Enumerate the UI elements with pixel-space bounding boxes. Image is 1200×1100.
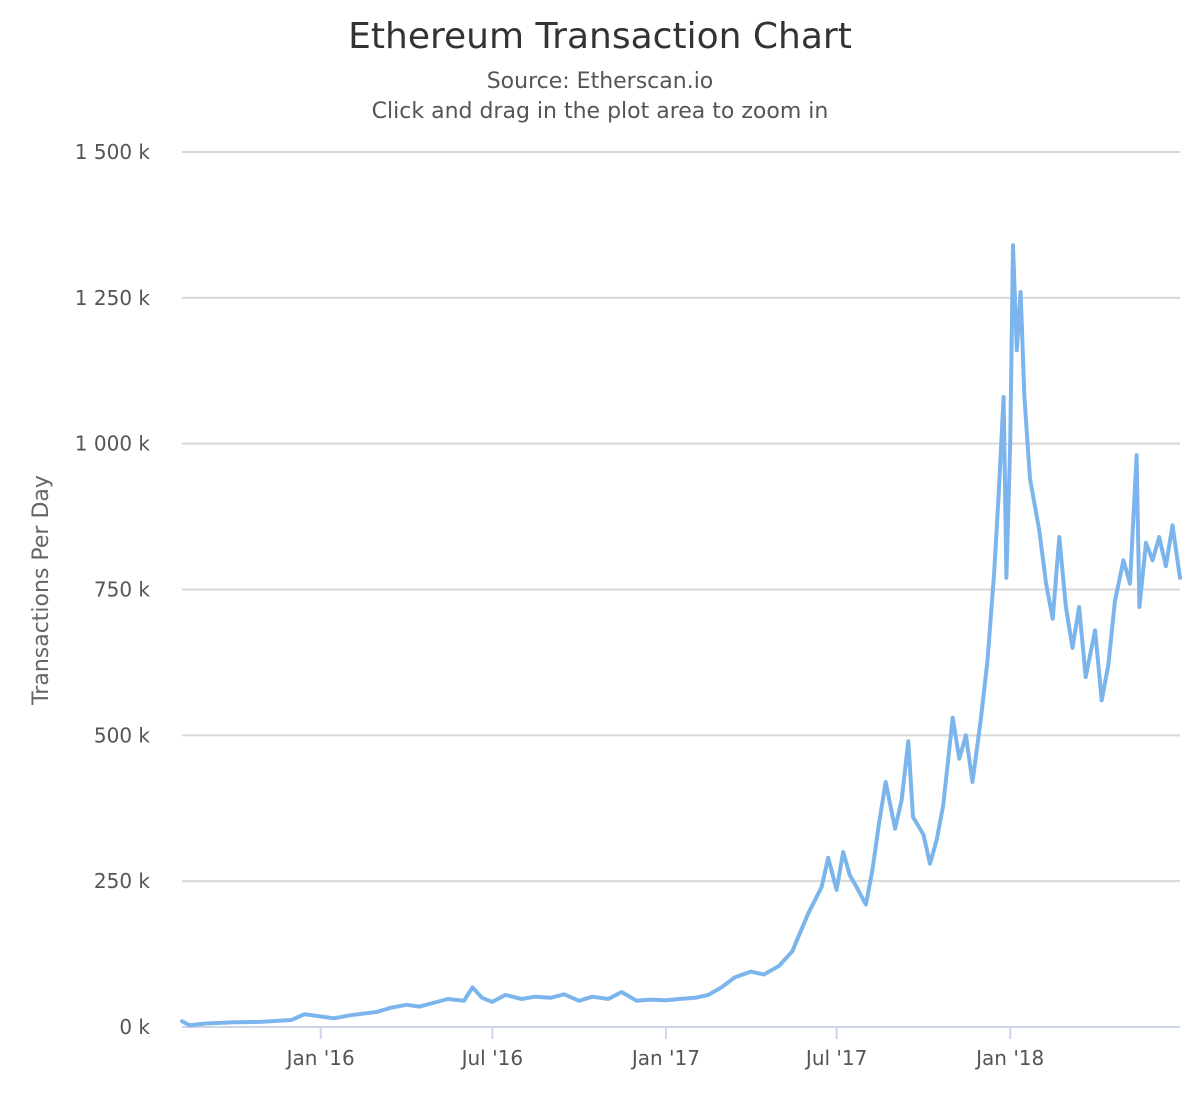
- chart-subtitle-hint: Click and drag in the plot area to zoom …: [372, 99, 829, 124]
- y-tick-label-5: 1 250 k: [75, 286, 151, 310]
- chart-title: Ethereum Transaction Chart: [348, 16, 852, 57]
- y-axis-title: Transactions Per Day: [29, 475, 54, 706]
- y-tick-label-0: 0 k: [119, 1015, 150, 1039]
- x-tick-label-4: Jan '18: [974, 1046, 1044, 1070]
- series-area[interactable]: [180, 243, 1182, 1028]
- y-tick-label-3: 750 k: [94, 578, 151, 602]
- y-axis-ticks: 0 k 250 k 500 k 750 k 1 000 k 1 250 k 1 500 k: [75, 140, 151, 1039]
- series-line-0[interactable]: [180, 243, 1182, 1028]
- x-tick-label-1: Jul '16: [460, 1046, 523, 1070]
- x-tick-label-2: Jan '17: [630, 1046, 700, 1070]
- x-tick-label-3: Jul '17: [804, 1046, 867, 1070]
- y-tick-label-1: 250 k: [94, 869, 151, 893]
- y-tick-label-6: 1 500 k: [75, 140, 151, 164]
- chart-subtitle: Source: Etherscan.io: [487, 69, 714, 94]
- gridlines: [182, 151, 1180, 883]
- y-tick-label-4: 1 000 k: [75, 432, 151, 456]
- y-tick-label-2: 500 k: [94, 723, 151, 747]
- x-tick-label-0: Jan '16: [285, 1046, 355, 1070]
- x-axis: Jan '16 Jul '16 Jan '17 Jul '17 Jan '18: [182, 1026, 1180, 1070]
